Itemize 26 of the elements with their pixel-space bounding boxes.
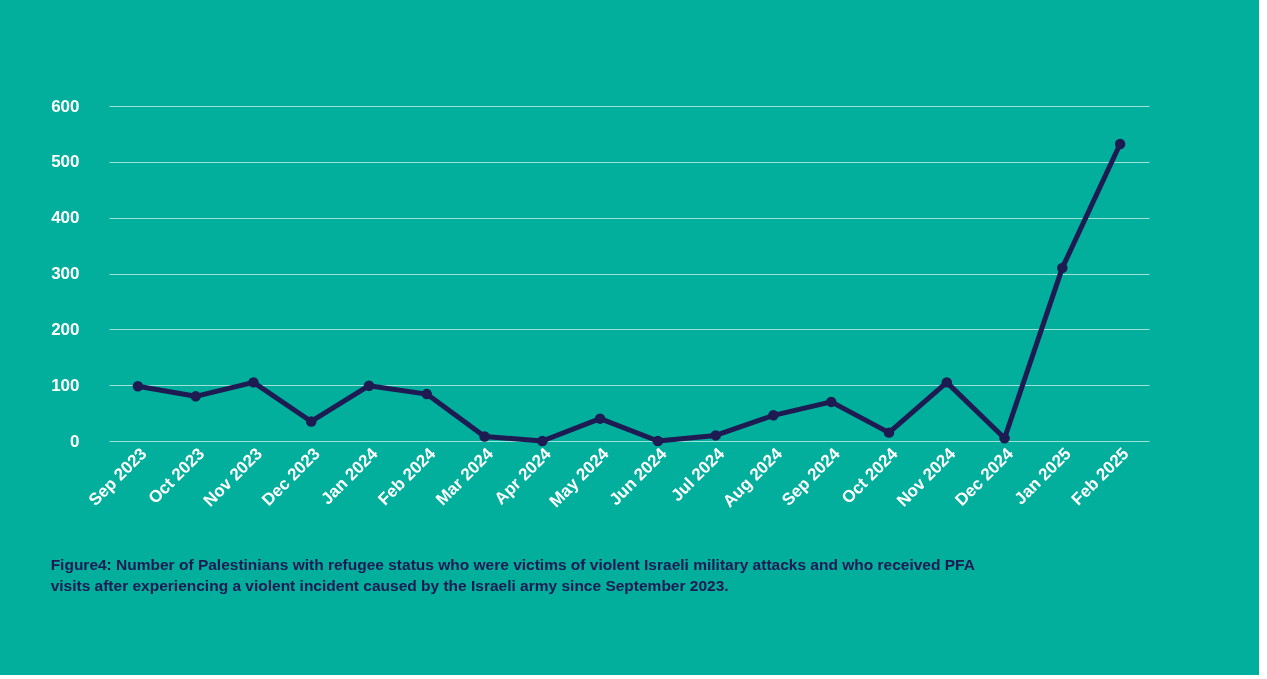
y-tick-label: 0 bbox=[70, 431, 80, 451]
point bbox=[652, 435, 664, 447]
point bbox=[1057, 262, 1068, 274]
point bbox=[363, 380, 375, 391]
y-tick-label: 600 bbox=[51, 96, 80, 116]
point bbox=[768, 410, 779, 421]
point bbox=[825, 396, 837, 408]
point bbox=[537, 435, 548, 447]
point bbox=[1114, 138, 1126, 150]
point bbox=[941, 377, 953, 388]
point bbox=[883, 427, 895, 438]
point bbox=[479, 431, 490, 442]
point bbox=[421, 388, 433, 400]
caption: Figure4: Number of Palestinians with refugee status who were victims of violent Israeli military attacks and who received PFA visits after experiencing a violent incident caused by the Israeli army since September 2023. bbox=[50, 555, 975, 594]
point bbox=[999, 432, 1010, 444]
y-tick-label: 100 bbox=[51, 375, 80, 395]
y-tick-label: 400 bbox=[51, 208, 80, 228]
point bbox=[132, 381, 144, 392]
point bbox=[305, 416, 317, 427]
point bbox=[248, 377, 259, 388]
point bbox=[190, 391, 201, 402]
y-tick-label: 300 bbox=[51, 264, 80, 283]
point bbox=[710, 430, 721, 441]
y-tick-label: 200 bbox=[51, 319, 80, 339]
point bbox=[594, 413, 606, 424]
y-tick-label: 500 bbox=[51, 152, 80, 172]
